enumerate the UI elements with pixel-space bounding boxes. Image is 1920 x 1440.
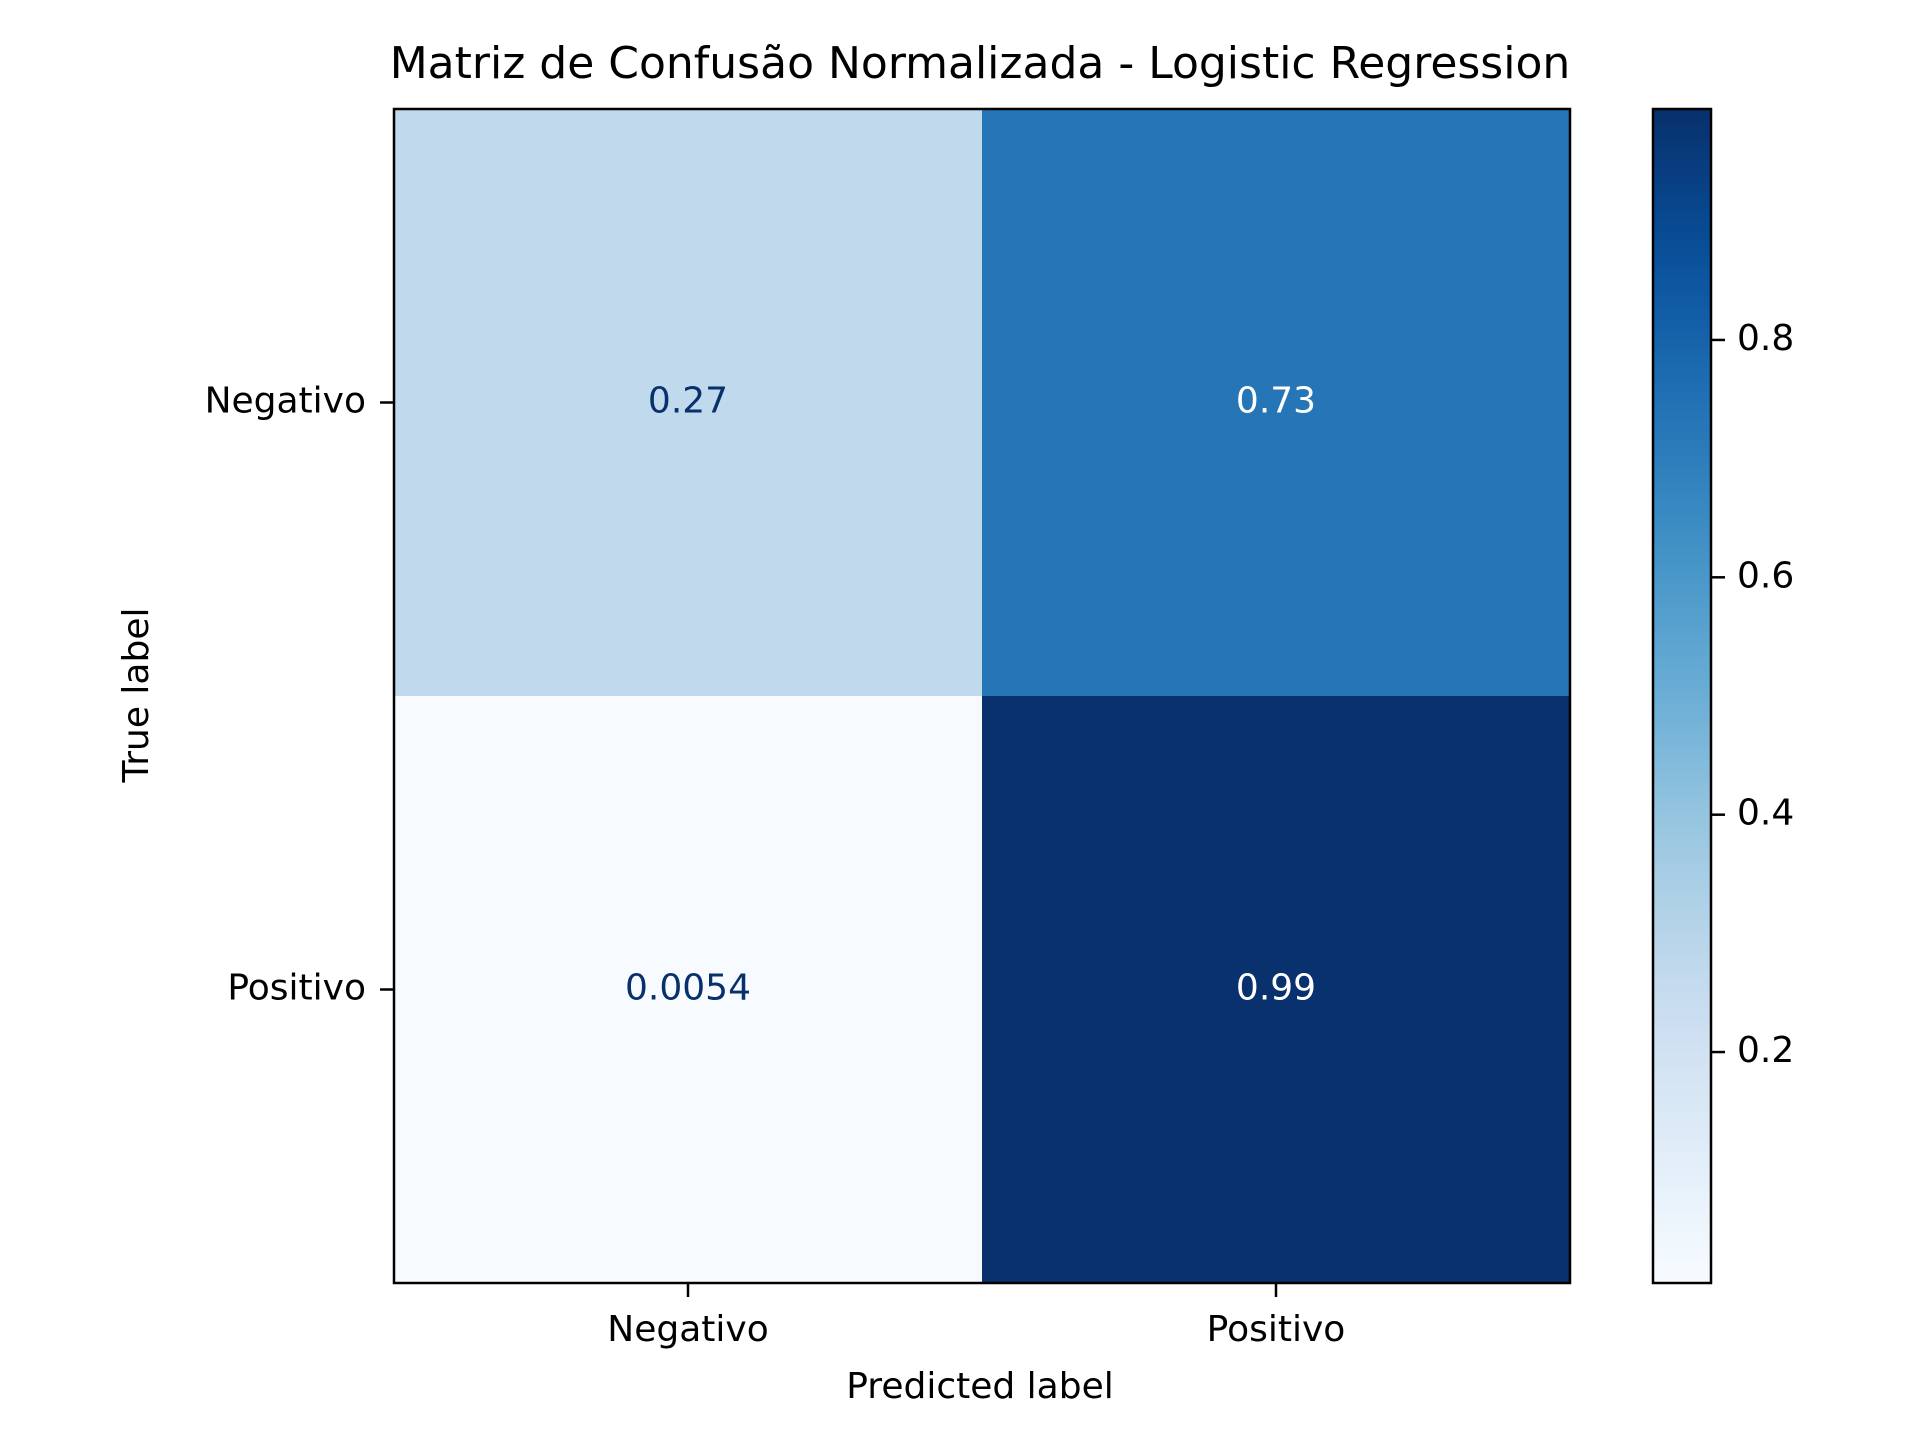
- cell-value-label-1-1: 0.99: [1236, 968, 1316, 1009]
- heatmap-cell-1-1: [982, 696, 1571, 1284]
- cell-value-label-0-0: 0.27: [648, 381, 728, 422]
- y-tick-label-1: Positivo: [227, 968, 366, 1009]
- cell-value-label-0-1: 0.73: [1236, 381, 1316, 422]
- x-tick-label-0: Negativo: [607, 1309, 768, 1350]
- heatmap-cell-0-1: [982, 109, 1571, 697]
- cell-value-label-1-0: 0.0054: [625, 968, 751, 1009]
- colorbar-frame: [1651, 107, 1713, 1285]
- colorbar-tick-label-3: 0.8: [1737, 318, 1794, 359]
- colorbar-tick-label-1: 0.4: [1737, 793, 1794, 834]
- plot-area: 0.27 0.73 0.0054 0.99 Negativo Positivo Negati…: [205, 107, 1572, 1350]
- chart-title: Matriz de Confusão Normalizada - Logisti…: [390, 38, 1571, 89]
- heatmap-cell-1-0: [394, 696, 983, 1284]
- x-tick-label-1: Positivo: [1207, 1309, 1346, 1350]
- heatmap-cell-0-0: [394, 109, 983, 697]
- colorbar-tick-label-0: 0.2: [1737, 1030, 1794, 1071]
- colorbar-gradient: [1653, 109, 1711, 1283]
- x-axis-title: Predicted label: [846, 1366, 1114, 1407]
- colorbar-tick-label-2: 0.6: [1737, 555, 1794, 596]
- y-tick-label-0: Negativo: [205, 381, 366, 422]
- plot-frame: [392, 107, 1572, 1285]
- y-axis-title: True label: [116, 608, 157, 784]
- colorbar: 0.2 0.4 0.6 0.8: [1651, 107, 1794, 1285]
